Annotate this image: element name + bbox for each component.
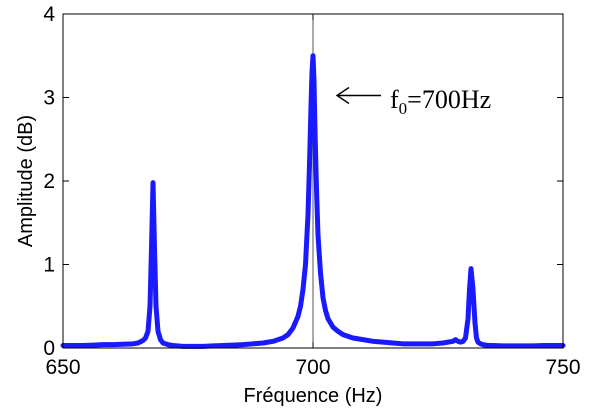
annotation-arrow-head — [335, 86, 350, 105]
x-tick-label: 750 — [545, 356, 580, 379]
annotation-text: f0=700Hz — [390, 85, 491, 118]
y-tick-label: 4 — [43, 3, 55, 26]
y-axis-label: Amplitude (dB) — [15, 115, 37, 247]
x-tick-label: 650 — [45, 356, 80, 379]
series-line — [60, 53, 566, 349]
annotation-suffix: =700Hz — [407, 85, 491, 114]
y-axis-ticks: 0 1 2 3 4 — [43, 3, 563, 360]
y-tick-label: 3 — [43, 87, 55, 110]
annotation-prefix: f — [390, 85, 399, 114]
y-tick-label: 1 — [43, 254, 55, 277]
x-axis-ticks: 650 700 750 — [45, 14, 581, 379]
x-tick-label: 700 — [295, 356, 330, 379]
y-tick-label: 2 — [43, 170, 55, 193]
annotation-subscript: 0 — [399, 99, 408, 118]
y-tick-label: 0 — [43, 337, 55, 360]
annotation: f0=700Hz — [335, 85, 491, 118]
x-axis-label: Fréquence (Hz) — [244, 385, 383, 407]
